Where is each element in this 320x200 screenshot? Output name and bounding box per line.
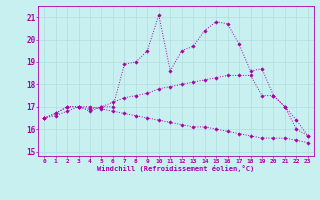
X-axis label: Windchill (Refroidissement éolien,°C): Windchill (Refroidissement éolien,°C) bbox=[97, 165, 255, 172]
